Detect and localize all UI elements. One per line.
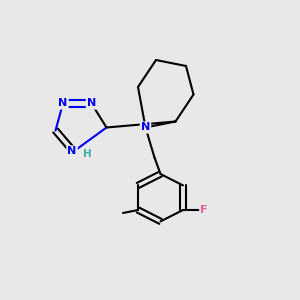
Text: F: F [200, 205, 208, 215]
Text: N: N [58, 98, 68, 109]
Text: N: N [87, 98, 96, 109]
Text: H: H [82, 149, 91, 159]
Text: N: N [141, 122, 150, 133]
Text: N: N [68, 146, 76, 157]
